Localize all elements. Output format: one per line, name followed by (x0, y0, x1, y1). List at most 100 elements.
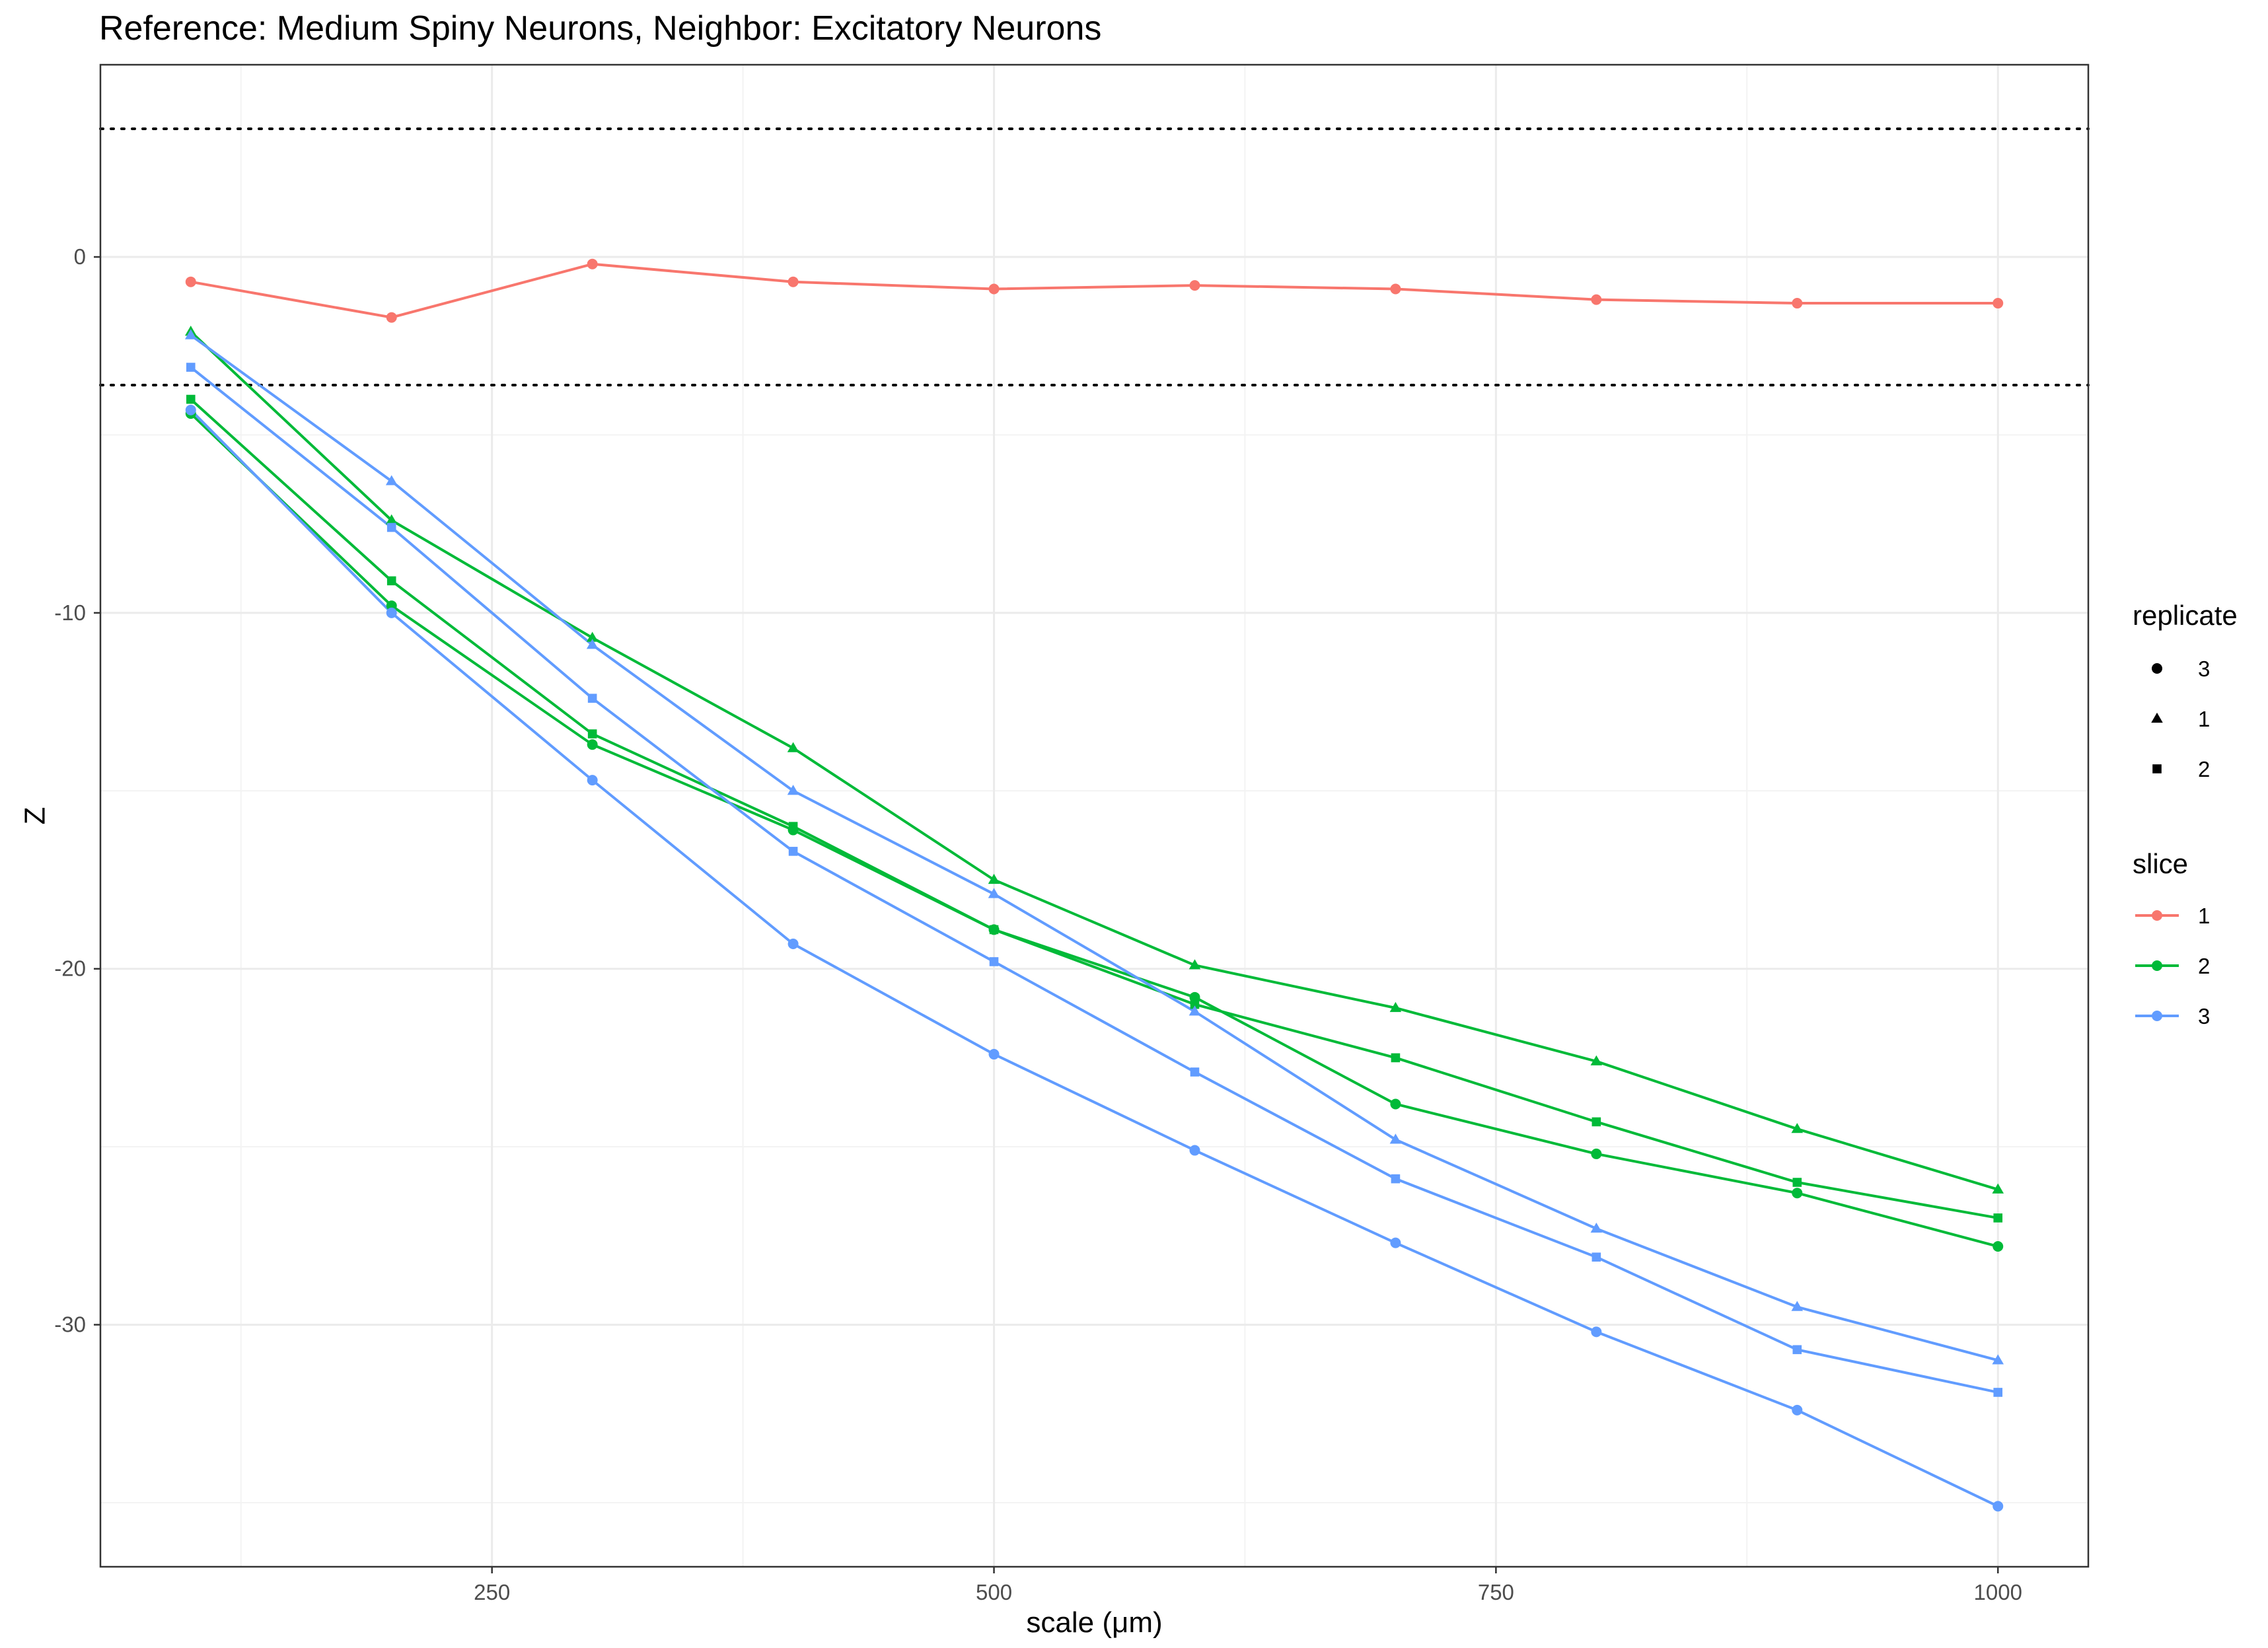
legend-label-slice-2: 2 (2198, 954, 2210, 978)
data-point-slice-2-replicate-1 (1389, 1001, 1402, 1013)
data-point-slice-3-replicate-2 (587, 694, 597, 703)
data-point-slice-3-replicate-1 (586, 639, 599, 649)
legend-title-replicate: replicate (2133, 600, 2238, 631)
series-line-slice-3-replicate-2 (190, 366, 1998, 1394)
data-point-slice-3-replicate-2 (1391, 1174, 1401, 1184)
data-point-slice-1-replicate-3 (386, 312, 397, 323)
series-line-slice-2-replicate-2 (190, 398, 1998, 1219)
series-lines (190, 262, 1999, 1508)
series-line-slice-2-replicate-3 (190, 412, 1998, 1248)
data-point-slice-3-replicate-3 (988, 1049, 1000, 1060)
major-gridlines (100, 65, 2088, 1567)
series-line-slice-3-replicate-1 (190, 334, 1998, 1362)
data-point-slice-3-replicate-3 (1390, 1237, 1401, 1248)
y-tick-label: 0 (74, 244, 86, 269)
series-points (184, 258, 2004, 1512)
data-point-slice-2-replicate-2 (788, 822, 798, 831)
legend-label-replicate-1: 1 (2198, 707, 2210, 731)
legend-label-slice-3: 3 (2198, 1004, 2210, 1028)
legend-key-replicate-2 (2152, 764, 2162, 773)
data-point-slice-2-replicate-1 (1189, 959, 1201, 970)
data-point-slice-2-replicate-1 (787, 742, 799, 752)
y-tick-label: -30 (54, 1312, 86, 1337)
data-point-slice-2-replicate-1 (1791, 1123, 1804, 1133)
data-point-slice-2-replicate-3 (1591, 1148, 1602, 1159)
data-point-slice-1-replicate-3 (1792, 298, 1803, 309)
data-point-slice-3-replicate-1 (1389, 1133, 1402, 1144)
data-point-slice-2-replicate-2 (1591, 1117, 1601, 1127)
data-point-slice-3-replicate-2 (1792, 1345, 1802, 1355)
data-point-slice-2-replicate-2 (989, 925, 999, 935)
data-point-slice-3-replicate-1 (385, 475, 398, 485)
data-point-slice-2-replicate-3 (1792, 1188, 1803, 1199)
y-axis: 0 -10 -20 -30 (54, 244, 100, 1337)
data-point-slice-3-replicate-2 (1993, 1388, 2003, 1397)
data-point-slice-3-replicate-2 (386, 522, 396, 532)
data-point-slice-3-replicate-1 (1791, 1301, 1804, 1311)
chart-title: Reference: Medium Spiny Neurons, Neighbo… (99, 9, 1101, 48)
x-tick-label: 500 (976, 1580, 1012, 1604)
legend-key-point-slice-3 (2152, 1011, 2162, 1021)
data-point-slice-1-replicate-3 (1189, 280, 1200, 291)
data-point-slice-2-replicate-1 (1590, 1055, 1603, 1065)
series-line-slice-3-replicate-3 (190, 409, 1999, 1508)
data-point-slice-2-replicate-1 (385, 514, 398, 524)
legend-label-replicate-2: 2 (2198, 757, 2210, 781)
legend-label-replicate-3: 3 (2198, 657, 2210, 681)
legend: replicate 3 1 2 slice 1 2 3 (2133, 600, 2238, 1028)
data-point-slice-2-replicate-3 (1993, 1241, 2004, 1252)
y-axis-title: Z (18, 807, 51, 825)
data-point-slice-1-replicate-3 (1390, 283, 1401, 295)
data-point-slice-1-replicate-3 (587, 258, 598, 269)
data-point-slice-3-replicate-2 (1591, 1252, 1601, 1262)
data-point-slice-3-replicate-2 (1190, 1067, 1200, 1077)
data-point-slice-2-replicate-2 (386, 576, 396, 586)
series-line-slice-1-replicate-3 (190, 262, 1998, 319)
data-point-slice-3-replicate-2 (186, 363, 196, 372)
data-point-slice-3-replicate-3 (587, 775, 598, 786)
data-point-slice-3-replicate-2 (989, 957, 999, 966)
y-tick-label: -20 (54, 956, 86, 981)
data-point-slice-3-replicate-3 (1792, 1404, 1803, 1415)
data-point-slice-3-replicate-3 (787, 938, 799, 949)
data-point-slice-3-replicate-1 (1189, 1005, 1201, 1016)
legend-key-replicate-1 (2151, 712, 2163, 723)
x-axis: 250 500 750 1000 (474, 1567, 2022, 1604)
data-point-slice-2-replicate-3 (587, 739, 598, 750)
data-point-slice-1-replicate-3 (1993, 298, 2004, 309)
y-tick-label: -10 (54, 600, 86, 625)
legend-slice-keys: 1 2 3 (2135, 904, 2210, 1028)
x-tick-label: 1000 (1974, 1580, 2022, 1604)
legend-replicate-keys: 3 1 2 (2151, 657, 2210, 781)
data-point-slice-3-replicate-3 (1993, 1501, 2004, 1512)
series-line-slice-2-replicate-1 (190, 330, 1998, 1191)
data-point-slice-2-replicate-2 (1391, 1053, 1401, 1063)
panel-border (99, 63, 2090, 1568)
minor-gridlines (100, 65, 2088, 1567)
x-tick-label: 250 (474, 1580, 510, 1604)
data-point-slice-1-replicate-3 (1591, 294, 1602, 305)
data-point-slice-2-replicate-2 (186, 394, 196, 404)
x-tick-label: 750 (1478, 1580, 1514, 1604)
legend-key-replicate-3 (2152, 663, 2162, 674)
data-point-slice-3-replicate-1 (988, 888, 1000, 898)
data-point-slice-2-replicate-1 (1992, 1183, 2004, 1194)
data-point-slice-3-replicate-3 (1591, 1326, 1602, 1338)
data-point-slice-2-replicate-1 (586, 631, 599, 642)
data-point-slice-3-replicate-1 (1590, 1222, 1603, 1233)
data-point-slice-3-replicate-3 (386, 607, 397, 618)
legend-title-slice: slice (2133, 848, 2188, 879)
data-point-slice-3-replicate-1 (1992, 1354, 2004, 1365)
legend-key-point-slice-2 (2152, 960, 2162, 971)
data-point-slice-1-replicate-3 (787, 276, 799, 287)
data-point-slice-2-replicate-1 (988, 873, 1000, 884)
data-point-slice-3-replicate-2 (788, 847, 798, 856)
data-point-slice-2-replicate-2 (1792, 1178, 1802, 1187)
data-point-slice-3-replicate-3 (185, 404, 196, 415)
data-point-slice-3-replicate-1 (184, 329, 197, 340)
data-point-slice-3-replicate-3 (1189, 1145, 1200, 1156)
data-point-slice-3-replicate-1 (787, 785, 799, 795)
reference-lines (99, 127, 2090, 386)
plot-panel (99, 63, 2090, 1568)
